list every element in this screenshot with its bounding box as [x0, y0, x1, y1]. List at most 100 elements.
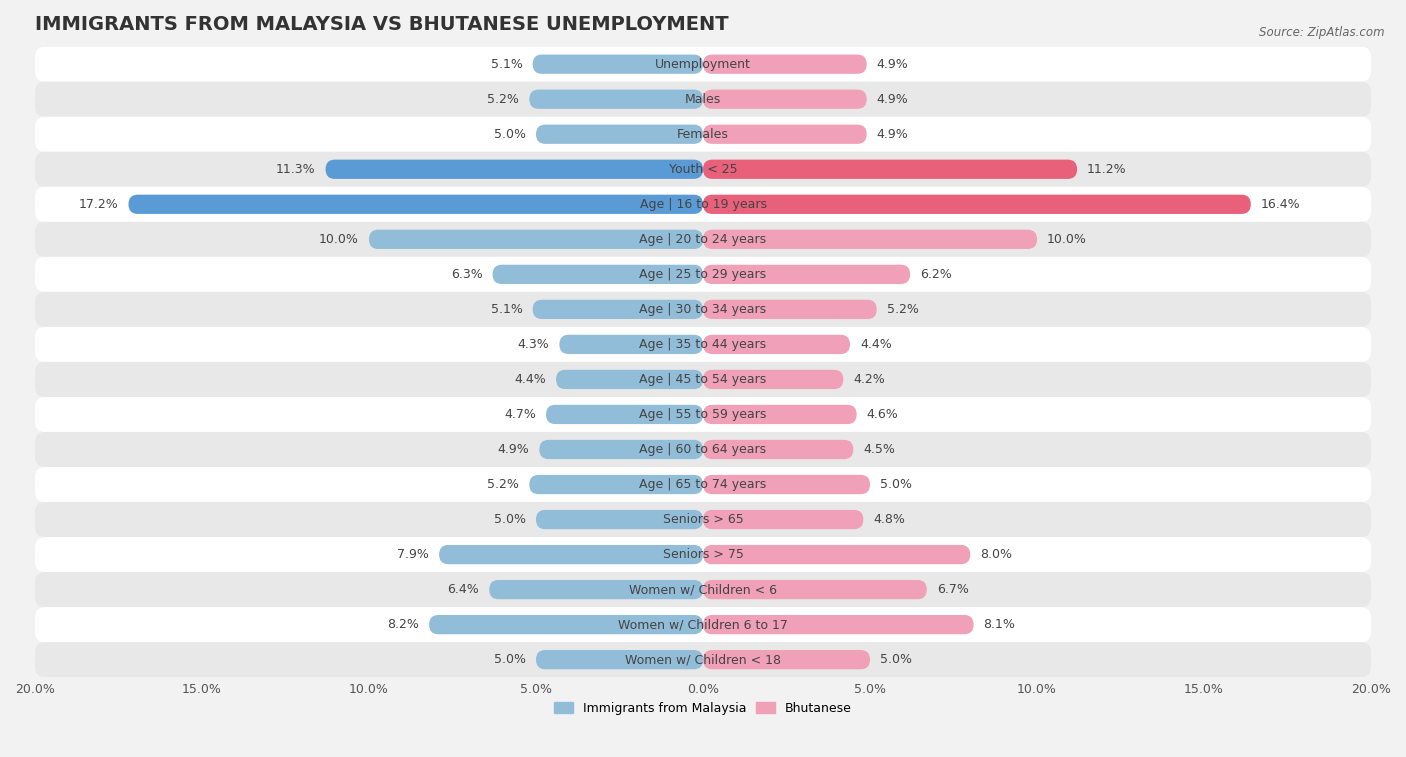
Text: 5.2%: 5.2% — [488, 478, 519, 491]
Text: 5.0%: 5.0% — [880, 478, 912, 491]
Text: 4.9%: 4.9% — [877, 128, 908, 141]
Text: 7.9%: 7.9% — [398, 548, 429, 561]
FancyBboxPatch shape — [536, 125, 703, 144]
FancyBboxPatch shape — [35, 607, 1371, 642]
FancyBboxPatch shape — [703, 510, 863, 529]
Text: 4.8%: 4.8% — [873, 513, 905, 526]
Text: Youth < 25: Youth < 25 — [669, 163, 737, 176]
Text: 17.2%: 17.2% — [79, 198, 118, 210]
FancyBboxPatch shape — [529, 475, 703, 494]
FancyBboxPatch shape — [35, 397, 1371, 432]
Text: Age | 20 to 24 years: Age | 20 to 24 years — [640, 233, 766, 246]
FancyBboxPatch shape — [703, 125, 866, 144]
FancyBboxPatch shape — [35, 327, 1371, 362]
Text: Age | 35 to 44 years: Age | 35 to 44 years — [640, 338, 766, 351]
FancyBboxPatch shape — [703, 405, 856, 424]
FancyBboxPatch shape — [536, 650, 703, 669]
Text: 5.0%: 5.0% — [494, 653, 526, 666]
FancyBboxPatch shape — [326, 160, 703, 179]
Text: 6.3%: 6.3% — [451, 268, 482, 281]
Text: Age | 60 to 64 years: Age | 60 to 64 years — [640, 443, 766, 456]
FancyBboxPatch shape — [368, 229, 703, 249]
Text: 4.5%: 4.5% — [863, 443, 896, 456]
FancyBboxPatch shape — [35, 187, 1371, 222]
Text: 4.2%: 4.2% — [853, 373, 884, 386]
FancyBboxPatch shape — [546, 405, 703, 424]
Text: 4.4%: 4.4% — [515, 373, 546, 386]
Text: 8.2%: 8.2% — [387, 618, 419, 631]
FancyBboxPatch shape — [35, 222, 1371, 257]
FancyBboxPatch shape — [703, 370, 844, 389]
FancyBboxPatch shape — [492, 265, 703, 284]
FancyBboxPatch shape — [35, 572, 1371, 607]
Text: 6.4%: 6.4% — [447, 583, 479, 596]
FancyBboxPatch shape — [529, 89, 703, 109]
FancyBboxPatch shape — [703, 440, 853, 459]
Text: Age | 30 to 34 years: Age | 30 to 34 years — [640, 303, 766, 316]
Text: IMMIGRANTS FROM MALAYSIA VS BHUTANESE UNEMPLOYMENT: IMMIGRANTS FROM MALAYSIA VS BHUTANESE UN… — [35, 15, 728, 34]
FancyBboxPatch shape — [35, 432, 1371, 467]
Text: Women w/ Children < 18: Women w/ Children < 18 — [626, 653, 780, 666]
FancyBboxPatch shape — [703, 475, 870, 494]
FancyBboxPatch shape — [703, 195, 1251, 214]
FancyBboxPatch shape — [35, 642, 1371, 678]
Text: 10.0%: 10.0% — [319, 233, 359, 246]
FancyBboxPatch shape — [703, 615, 973, 634]
Text: 4.3%: 4.3% — [517, 338, 550, 351]
FancyBboxPatch shape — [703, 545, 970, 564]
FancyBboxPatch shape — [429, 615, 703, 634]
FancyBboxPatch shape — [35, 82, 1371, 117]
Text: Females: Females — [678, 128, 728, 141]
Text: Seniors > 65: Seniors > 65 — [662, 513, 744, 526]
Text: 11.3%: 11.3% — [276, 163, 315, 176]
Legend: Immigrants from Malaysia, Bhutanese: Immigrants from Malaysia, Bhutanese — [554, 702, 852, 715]
FancyBboxPatch shape — [560, 335, 703, 354]
FancyBboxPatch shape — [35, 362, 1371, 397]
FancyBboxPatch shape — [35, 117, 1371, 151]
FancyBboxPatch shape — [35, 502, 1371, 537]
Text: 5.2%: 5.2% — [887, 303, 918, 316]
FancyBboxPatch shape — [703, 55, 866, 74]
Text: Source: ZipAtlas.com: Source: ZipAtlas.com — [1260, 26, 1385, 39]
FancyBboxPatch shape — [703, 335, 851, 354]
Text: Males: Males — [685, 92, 721, 106]
Text: Age | 45 to 54 years: Age | 45 to 54 years — [640, 373, 766, 386]
Text: Age | 16 to 19 years: Age | 16 to 19 years — [640, 198, 766, 210]
Text: 8.1%: 8.1% — [984, 618, 1015, 631]
FancyBboxPatch shape — [35, 467, 1371, 502]
FancyBboxPatch shape — [536, 510, 703, 529]
Text: 5.0%: 5.0% — [494, 128, 526, 141]
FancyBboxPatch shape — [703, 160, 1077, 179]
Text: 16.4%: 16.4% — [1261, 198, 1301, 210]
FancyBboxPatch shape — [703, 265, 910, 284]
Text: 8.0%: 8.0% — [980, 548, 1012, 561]
FancyBboxPatch shape — [533, 55, 703, 74]
Text: 5.1%: 5.1% — [491, 303, 523, 316]
Text: 6.7%: 6.7% — [936, 583, 969, 596]
Text: Seniors > 75: Seniors > 75 — [662, 548, 744, 561]
Text: Age | 65 to 74 years: Age | 65 to 74 years — [640, 478, 766, 491]
FancyBboxPatch shape — [703, 300, 877, 319]
Text: 11.2%: 11.2% — [1087, 163, 1126, 176]
Text: 5.0%: 5.0% — [880, 653, 912, 666]
FancyBboxPatch shape — [128, 195, 703, 214]
Text: 4.7%: 4.7% — [505, 408, 536, 421]
FancyBboxPatch shape — [35, 47, 1371, 82]
Text: 6.2%: 6.2% — [920, 268, 952, 281]
FancyBboxPatch shape — [489, 580, 703, 600]
FancyBboxPatch shape — [35, 151, 1371, 187]
Text: 4.4%: 4.4% — [860, 338, 891, 351]
FancyBboxPatch shape — [555, 370, 703, 389]
FancyBboxPatch shape — [703, 580, 927, 600]
Text: Women w/ Children < 6: Women w/ Children < 6 — [628, 583, 778, 596]
Text: Unemployment: Unemployment — [655, 58, 751, 70]
FancyBboxPatch shape — [439, 545, 703, 564]
FancyBboxPatch shape — [35, 292, 1371, 327]
FancyBboxPatch shape — [703, 89, 866, 109]
Text: 5.2%: 5.2% — [488, 92, 519, 106]
FancyBboxPatch shape — [703, 229, 1038, 249]
Text: Women w/ Children 6 to 17: Women w/ Children 6 to 17 — [619, 618, 787, 631]
Text: 10.0%: 10.0% — [1047, 233, 1087, 246]
Text: Age | 55 to 59 years: Age | 55 to 59 years — [640, 408, 766, 421]
Text: 4.9%: 4.9% — [877, 92, 908, 106]
